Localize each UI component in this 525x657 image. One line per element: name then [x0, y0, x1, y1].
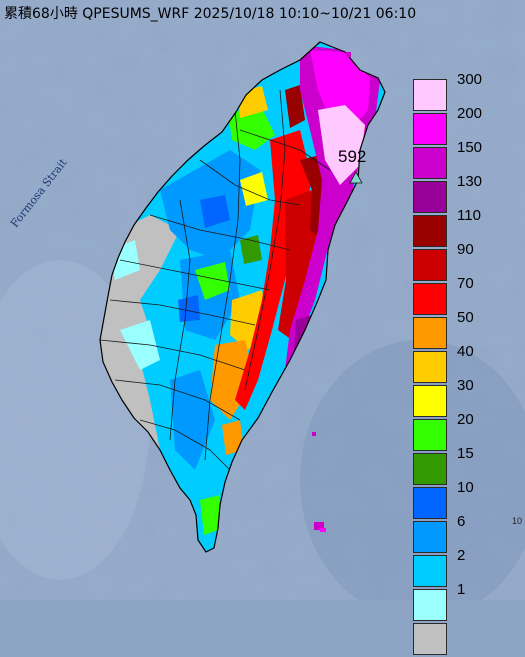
islet-green-island	[314, 522, 324, 530]
legend-swatch	[413, 623, 447, 655]
rain-zone-110mm-north	[285, 85, 305, 128]
legend-row: 300	[413, 71, 513, 113]
legend-label: 150	[457, 139, 483, 156]
legend-label: 10	[457, 479, 474, 496]
legend-swatch	[413, 351, 447, 383]
rain-zone-30mm	[240, 172, 268, 206]
legend-label: 40	[457, 343, 474, 360]
rain-zone-90mm	[278, 190, 320, 340]
legend-label: 200	[457, 105, 483, 122]
rain-zone-15mm	[240, 235, 262, 264]
rain-zone-50mm	[210, 340, 255, 420]
legend-label: 2	[457, 547, 466, 564]
legend-row	[413, 623, 513, 657]
legend-swatch	[413, 453, 447, 485]
legend-row: 15	[413, 445, 513, 487]
legend-label: 70	[457, 275, 474, 292]
legend-swatch	[413, 419, 447, 451]
legend-row: 40	[413, 343, 513, 385]
legend-row: 1	[413, 581, 513, 623]
rain-zone-10mm	[200, 195, 230, 228]
legend-swatch	[413, 147, 447, 179]
legend-label: 30	[457, 377, 474, 394]
islet-north-dot	[346, 52, 351, 57]
legend-row: 6	[413, 513, 513, 555]
legend-row: 20	[413, 411, 513, 453]
legend-label: 20	[457, 411, 474, 428]
rain-zone-50mm-south	[222, 420, 244, 455]
legend-swatch	[413, 79, 447, 111]
legend-row: 90	[413, 241, 513, 283]
legend-swatch	[413, 283, 447, 315]
legend-row: 70	[413, 275, 513, 317]
rain-zone-200mm	[310, 50, 370, 130]
legend-row: 30	[413, 377, 513, 419]
legend-row: 2	[413, 547, 513, 589]
islet-green-island-b	[320, 528, 326, 532]
legend-swatch	[413, 215, 447, 247]
rain-zone-20mm-north	[228, 108, 275, 150]
legend-row: 200	[413, 105, 513, 147]
legend-label: 1	[457, 581, 466, 598]
rain-zone-20mm-central	[195, 262, 230, 300]
rain-zone-20mm-south	[200, 495, 220, 535]
legend-label: 130	[457, 173, 483, 190]
rain-zone-10mm-b	[178, 295, 200, 322]
legend-row: 130	[413, 173, 513, 215]
legend-swatch	[413, 181, 447, 213]
rainfall-legend: 300 200 150 130 110 90 70 50 40 30 20 15 10 6 2 1	[413, 71, 513, 655]
deep-sea-shade	[300, 340, 525, 600]
map-title: 累積68小時 QPESUMS_WRF 2025/10/18 10:10~10/2…	[4, 6, 417, 22]
legend-swatch	[413, 521, 447, 553]
legend-swatch	[413, 385, 447, 417]
legend-label: 15	[457, 445, 474, 462]
legend-label: 300	[457, 71, 483, 88]
legend-label: 110	[457, 207, 481, 224]
legend-label: 6	[457, 513, 466, 530]
legend-row: 10	[413, 479, 513, 521]
legend-label: 90	[457, 241, 474, 258]
legend-swatch	[413, 317, 447, 349]
islet-offshore-dot	[312, 432, 316, 436]
max-rainfall-value: 592	[338, 147, 367, 166]
legend-row: 50	[413, 309, 513, 351]
legend-swatch	[413, 487, 447, 519]
legend-swatch	[413, 589, 447, 621]
legend-row: 110	[413, 207, 513, 249]
boundary-lines	[100, 89, 331, 471]
legend-swatch	[413, 249, 447, 281]
taiwan-coastline	[99, 41, 386, 553]
legend-label: 50	[457, 309, 474, 326]
edge-mark: 10	[512, 516, 523, 526]
triangle-icon	[349, 171, 363, 184]
legend-swatch	[413, 113, 447, 145]
legend-row: 150	[413, 139, 513, 181]
legend-swatch	[413, 555, 447, 587]
rain-zone-6mm-south	[170, 370, 215, 470]
rain-zone-300mm	[318, 105, 365, 185]
rain-zone-1mm-west	[120, 320, 160, 370]
